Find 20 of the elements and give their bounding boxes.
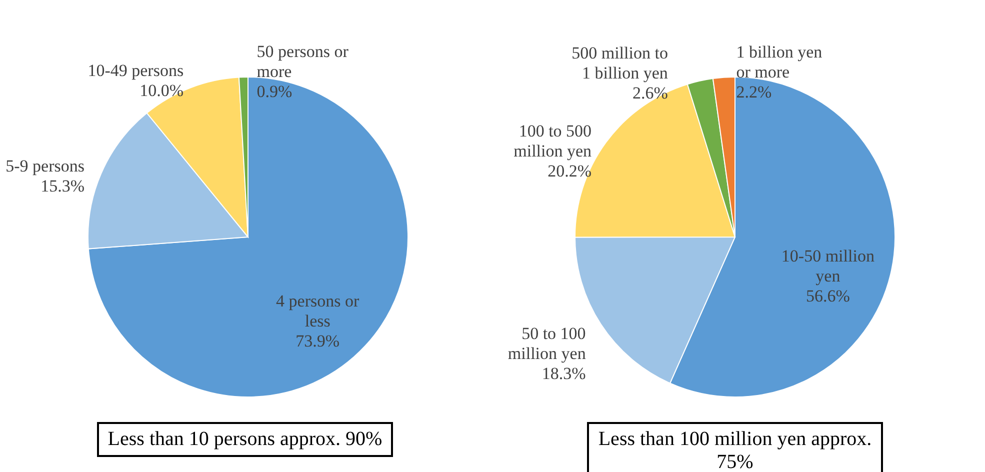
slice-label: 100 to 500 million yen xyxy=(514,122,592,161)
slice-label: 5-9 persons xyxy=(6,156,84,176)
slice-label: 1 billion yen or more xyxy=(736,42,823,82)
text: Less than 10 persons approx. 90% xyxy=(97,422,393,457)
data-label: 56.6% xyxy=(806,286,850,306)
data-label: 0.9% xyxy=(256,82,292,102)
data-label: 15.3% xyxy=(40,176,84,196)
slice-label: 10-50 million yen xyxy=(781,246,875,286)
data-label: 18.3% xyxy=(542,364,586,384)
data-label: 73.9% xyxy=(296,332,340,351)
data-label: 20.2% xyxy=(548,162,592,181)
data-label: 2.6% xyxy=(632,84,668,103)
slice-label: 500 million to 1 billion yen xyxy=(572,44,668,83)
slice-label: 50 persons or more xyxy=(256,42,349,82)
slice-label: 50 to 100 million yen xyxy=(508,324,586,364)
data-label: 10.0% xyxy=(140,81,184,100)
data-label: 2.2% xyxy=(736,82,772,102)
slice-label: 10-49 persons xyxy=(88,61,184,80)
text: Less than 100 million yen approx. 75% xyxy=(587,422,883,472)
slice-label: 4 persons or less xyxy=(276,292,360,331)
